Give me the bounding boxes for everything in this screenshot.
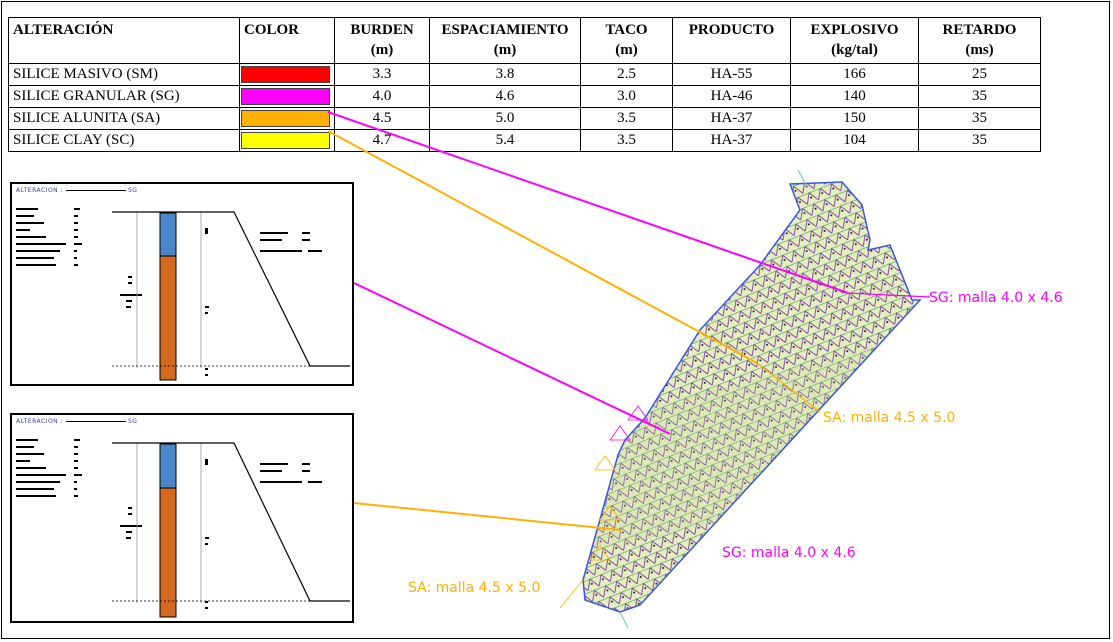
- leader-line-sa: [353, 502, 622, 531]
- color-swatch: [241, 110, 330, 127]
- cell-retardo: 35: [918, 129, 1041, 152]
- cell-color: [239, 129, 335, 152]
- leader-line-sg: [353, 282, 671, 435]
- cell-espaciamiento: 5.4: [429, 129, 581, 152]
- header-producto: PRODUCTO: [672, 17, 791, 64]
- leader-line-sg: [327, 111, 849, 294]
- label-sg-top: SG: malla 4.0 x 4.6: [929, 290, 1063, 306]
- cell-retardo: 25: [918, 63, 1041, 86]
- charge-column: [159, 255, 177, 381]
- table-row: SILICE ALUNITA (SA) 4.5 5.0 3.5 HA-37 15…: [8, 107, 1041, 130]
- header-taco: TACO (m): [580, 17, 673, 64]
- leader-line-sa: [327, 130, 758, 364]
- table-row: SILICE CLAY (SC) 4.7 5.4 3.5 HA-37 104 3…: [8, 129, 1041, 152]
- label-sa-bottom: SA: malla 4.5 x 5.0: [408, 580, 540, 596]
- cell-alteracion: SILICE ALUNITA (SA): [8, 107, 240, 130]
- blast-design-sheet: ALTERACION : SG: [10, 413, 354, 623]
- bench-profile: [112, 211, 350, 367]
- cell-explosivo: 104: [790, 129, 919, 152]
- sheet-title: ALTERACION : SG: [16, 187, 138, 194]
- header-explosivo: EXPLOSIVO (kg/tal): [790, 17, 919, 64]
- cell-producto: HA-46: [672, 85, 791, 108]
- cell-producto: HA-37: [672, 129, 791, 152]
- table-row: SILICE MASIVO (SM) 3.3 3.8 2.5 HA-55 166…: [8, 63, 1041, 86]
- hole-section-drawing: [16, 208, 350, 381]
- cell-producto: HA-37: [672, 107, 791, 130]
- cell-burden: 4.0: [334, 85, 430, 108]
- sheet-title: ALTERACION : SG: [16, 418, 138, 425]
- cell-retardo: 35: [918, 85, 1041, 108]
- bench-profile: [112, 442, 350, 602]
- header-color: COLOR: [239, 17, 335, 64]
- table-header-row: ALTERACIÓN COLOR BURDEN (m) ESPACIAMIENTO…: [8, 17, 1041, 64]
- table-row: SILICE GRANULAR (SG) 4.0 4.6 3.0 HA-46 1…: [8, 85, 1041, 108]
- label-sa-middle: SA: malla 4.5 x 5.0: [823, 410, 955, 426]
- cell-alteracion: SILICE CLAY (SC): [8, 129, 240, 152]
- color-swatch: [241, 132, 330, 149]
- blast-parameters-table: ALTERACIÓN COLOR BURDEN (m) ESPACIAMIENTO…: [8, 17, 1041, 152]
- header-retardo: RETARDO (ms): [918, 17, 1041, 64]
- color-swatch: [241, 88, 330, 105]
- hole-section-drawing: [16, 439, 350, 618]
- cell-taco: 3.5: [580, 129, 673, 152]
- charge-column: [159, 487, 177, 618]
- cell-color: [239, 85, 335, 108]
- blast-design-sheet: ALTERACION : SG: [10, 182, 354, 386]
- cell-alteracion: SILICE GRANULAR (SG): [8, 85, 240, 108]
- label-sg-bottom: SG: malla 4.0 x 4.6: [722, 545, 856, 561]
- color-swatch: [241, 66, 330, 83]
